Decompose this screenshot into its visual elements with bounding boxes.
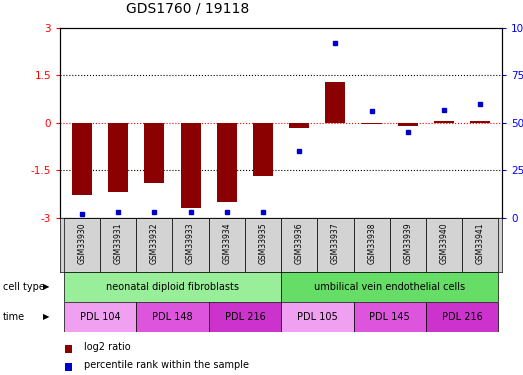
Text: PDL 216: PDL 216 [224, 312, 265, 322]
Text: ▶: ▶ [43, 282, 50, 291]
Bar [362, 123, 382, 124]
Bar [462, 217, 498, 272]
Text: GSM33930: GSM33930 [77, 223, 86, 264]
Text: GSM33941: GSM33941 [476, 223, 485, 264]
Bar [325, 82, 345, 123]
Text: umbilical vein endothelial cells: umbilical vein endothelial cells [314, 282, 465, 292]
Text: GSM33935: GSM33935 [258, 223, 267, 264]
Bar [390, 217, 426, 272]
Text: log2 ratio: log2 ratio [84, 342, 130, 352]
Bar [470, 121, 490, 123]
Bar [173, 217, 209, 272]
Bar [180, 123, 200, 208]
Bar [144, 123, 164, 183]
Bar [398, 123, 418, 126]
Text: neonatal diploid fibroblasts: neonatal diploid fibroblasts [106, 282, 239, 292]
Text: GSM33939: GSM33939 [403, 223, 413, 264]
Text: GDS1760 / 19118: GDS1760 / 19118 [127, 1, 249, 15]
Bar [253, 123, 273, 177]
Text: GSM33933: GSM33933 [186, 223, 195, 264]
Text: GSM33936: GSM33936 [295, 223, 304, 264]
Text: PDL 104: PDL 104 [79, 312, 120, 322]
Text: GSM33931: GSM33931 [113, 223, 122, 264]
Bar [64, 302, 136, 332]
Bar [217, 123, 237, 202]
Bar [317, 217, 354, 272]
Bar [64, 217, 100, 272]
Text: GSM33940: GSM33940 [440, 223, 449, 264]
Bar [209, 302, 281, 332]
Bar [281, 302, 354, 332]
Text: PDL 216: PDL 216 [442, 312, 483, 322]
Bar [72, 123, 92, 195]
Text: GSM33937: GSM33937 [331, 223, 340, 264]
Bar [108, 123, 128, 192]
Bar [354, 217, 390, 272]
Text: GSM33938: GSM33938 [367, 223, 376, 264]
Text: PDL 148: PDL 148 [152, 312, 193, 322]
Bar [245, 217, 281, 272]
Text: GSM33932: GSM33932 [150, 223, 159, 264]
Bar [289, 123, 309, 128]
Bar [209, 217, 245, 272]
Text: ▶: ▶ [43, 312, 50, 321]
Bar [281, 217, 317, 272]
Bar [64, 272, 281, 302]
Text: PDL 105: PDL 105 [297, 312, 338, 322]
Text: cell type: cell type [3, 282, 44, 292]
Bar [281, 272, 498, 302]
Bar [434, 121, 454, 123]
Text: time: time [3, 312, 25, 322]
Bar [136, 217, 173, 272]
Text: GSM33934: GSM33934 [222, 223, 231, 264]
Bar [426, 217, 462, 272]
Bar [100, 217, 136, 272]
Bar [354, 302, 426, 332]
Bar [426, 302, 498, 332]
Bar [136, 302, 209, 332]
Text: PDL 145: PDL 145 [369, 312, 410, 322]
Text: percentile rank within the sample: percentile rank within the sample [84, 360, 248, 370]
